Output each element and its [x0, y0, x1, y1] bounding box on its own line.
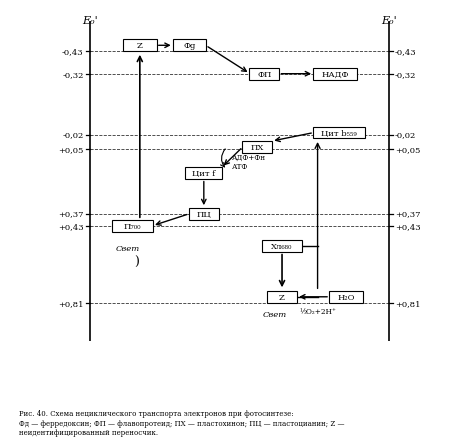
Text: ): ) [134, 255, 139, 268]
FancyBboxPatch shape [313, 127, 365, 139]
FancyBboxPatch shape [329, 291, 363, 303]
Text: Цит b₅₅₉: Цит b₅₅₉ [321, 129, 357, 137]
Text: +0,05: +0,05 [58, 145, 83, 153]
Text: Свет: Свет [263, 311, 287, 319]
Text: Рис. 40. Схема нециклического транспорта электронов при фотосинтезе:
Фд — ферред: Рис. 40. Схема нециклического транспорта… [19, 410, 345, 436]
FancyBboxPatch shape [242, 141, 272, 153]
FancyBboxPatch shape [123, 40, 156, 52]
Text: -0,32: -0,32 [395, 71, 417, 78]
Text: -0,43: -0,43 [395, 48, 417, 56]
Text: Z: Z [137, 42, 143, 50]
Text: АДФ+Фн: АДФ+Фн [231, 153, 265, 162]
Text: НАДФ: НАДФ [321, 71, 349, 78]
FancyBboxPatch shape [262, 240, 302, 252]
Text: E₀': E₀' [82, 16, 98, 26]
Text: E₀': E₀' [381, 16, 396, 26]
Text: ФП: ФП [257, 71, 272, 78]
FancyBboxPatch shape [249, 68, 279, 81]
Text: Фg: Фg [183, 42, 196, 50]
Text: -0,43: -0,43 [62, 48, 83, 56]
Text: +0,81: +0,81 [58, 299, 83, 307]
Text: -0,02: -0,02 [63, 131, 83, 139]
Text: Хл₆₈₀: Хл₆₈₀ [271, 243, 293, 251]
Text: -0,32: -0,32 [62, 71, 83, 78]
Text: +0,43: +0,43 [58, 223, 83, 230]
FancyBboxPatch shape [313, 68, 357, 81]
Text: H₂O: H₂O [337, 293, 355, 301]
Text: +0,43: +0,43 [395, 223, 421, 230]
Text: ПЦ: ПЦ [197, 210, 211, 218]
FancyBboxPatch shape [189, 208, 219, 220]
Text: Свет: Свет [115, 244, 139, 252]
Text: ПХ: ПХ [250, 143, 264, 152]
Text: +0,37: +0,37 [395, 210, 420, 218]
Text: ½O₂+2H⁺: ½O₂+2H⁺ [300, 307, 337, 315]
Text: -0,02: -0,02 [395, 131, 416, 139]
FancyBboxPatch shape [173, 40, 206, 52]
Text: АТФ: АТФ [231, 162, 248, 170]
Text: +0,37: +0,37 [58, 210, 83, 218]
FancyBboxPatch shape [267, 291, 297, 303]
Text: +0,81: +0,81 [395, 299, 420, 307]
Text: Цит f: Цит f [192, 170, 216, 178]
Text: Z: Z [279, 293, 285, 301]
Text: П₇₀₀: П₇₀₀ [124, 223, 141, 230]
FancyBboxPatch shape [112, 220, 153, 232]
Text: +0,05: +0,05 [395, 145, 420, 153]
FancyBboxPatch shape [185, 168, 222, 180]
